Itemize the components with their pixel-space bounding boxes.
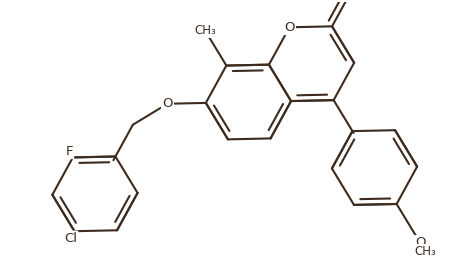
- Text: CH₃: CH₃: [415, 245, 436, 258]
- Text: CH₃: CH₃: [194, 24, 216, 37]
- Text: Cl: Cl: [64, 232, 77, 245]
- Text: F: F: [65, 145, 73, 158]
- Text: O: O: [415, 236, 426, 249]
- Text: O: O: [284, 21, 295, 34]
- Text: O: O: [162, 97, 173, 110]
